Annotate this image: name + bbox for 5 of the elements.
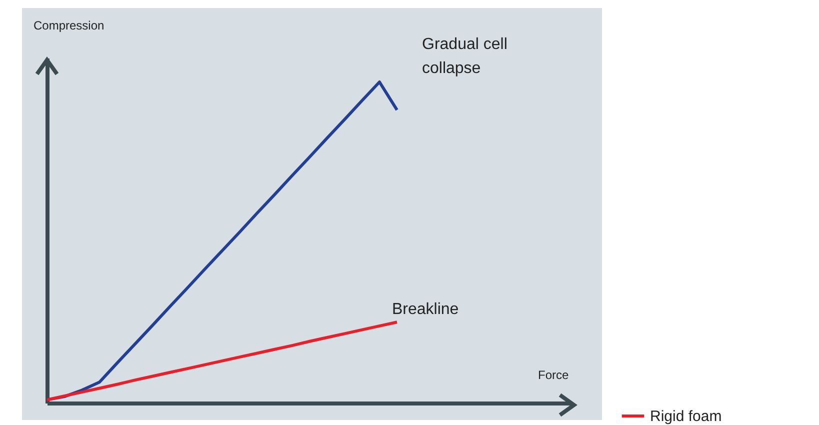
text: Force (538, 368, 569, 382)
annotation: Breakline (392, 301, 459, 318)
y-axis-title: Compression (34, 18, 104, 32)
text: Gradual cell collapse (422, 36, 508, 77)
legend-label: Rigid foam (650, 408, 722, 425)
